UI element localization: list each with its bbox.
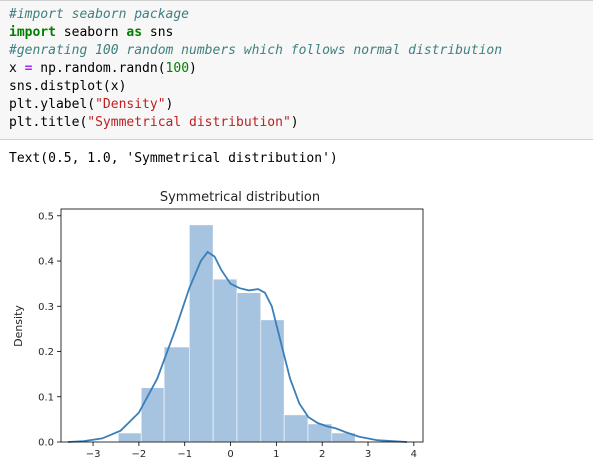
x-tick-label: −1 bbox=[177, 449, 192, 460]
code-token: "Density" bbox=[95, 97, 166, 112]
histogram-bars bbox=[117, 224, 356, 443]
x-tick-label: −2 bbox=[132, 449, 147, 460]
histogram-bar bbox=[236, 292, 262, 443]
code-token: = bbox=[24, 61, 33, 76]
code-token: ) bbox=[189, 61, 197, 76]
kde-line bbox=[67, 250, 408, 443]
histogram-bar bbox=[283, 414, 309, 443]
code-token: ) bbox=[165, 97, 174, 112]
histogram-bar bbox=[163, 346, 190, 443]
code-line: x = np.random.randn(100) bbox=[9, 60, 593, 78]
code-token: #genrating 100 random numbers which foll… bbox=[9, 43, 503, 58]
tick-labels: −3 −2 −1 0 1 2 3 4 0.0 0.1 0.2 0.3 0.4 0.5 bbox=[38, 211, 417, 460]
code-cell[interactable]: #import seaborn package import seaborn as… bbox=[0, 0, 593, 140]
code-token: plt.title( bbox=[9, 115, 88, 130]
y-tick-label: 0.1 bbox=[38, 392, 54, 403]
y-tick-label: 0.3 bbox=[38, 302, 54, 313]
code-token: sns.distplot(x) bbox=[9, 79, 127, 94]
histogram-bar bbox=[212, 278, 238, 443]
code-line: sns.distplot(x) bbox=[9, 78, 593, 96]
plot-frame bbox=[60, 208, 424, 443]
code-line: plt.ylabel("Density") bbox=[9, 96, 593, 114]
code-token: "Symmetrical distribution" bbox=[87, 115, 291, 130]
code-token: np.random.randn( bbox=[32, 61, 166, 76]
x-tick-label: 1 bbox=[273, 449, 279, 460]
x-tick-label: 3 bbox=[365, 449, 371, 460]
code-line: #import seaborn package bbox=[9, 6, 593, 24]
code-token: seaborn bbox=[55, 25, 127, 40]
code-token: ) bbox=[290, 115, 299, 130]
y-tick-label: 0.0 bbox=[38, 438, 54, 449]
code-line: plt.title("Symmetrical distribution") bbox=[9, 114, 593, 132]
y-tick-label: 0.4 bbox=[38, 257, 54, 268]
code-token: plt.ylabel( bbox=[9, 97, 96, 112]
y-tick-label: 0.5 bbox=[38, 211, 54, 222]
histogram-bar bbox=[189, 224, 214, 443]
axes bbox=[57, 208, 424, 446]
code-line: import seaborn as sns bbox=[9, 24, 593, 42]
histogram-bar bbox=[117, 432, 142, 443]
code-token: #import seaborn package bbox=[9, 7, 190, 22]
distribution-chart: Symmetrical distribution Density −3 −2 −1 0… bbox=[12, 190, 424, 460]
x-tick-label: 2 bbox=[319, 449, 325, 460]
code-token: x bbox=[9, 61, 25, 76]
histogram-bar bbox=[140, 387, 165, 443]
x-tick-label: 0 bbox=[227, 449, 233, 460]
code-token: sns bbox=[142, 25, 174, 40]
code-line: #genrating 100 random numbers which foll… bbox=[9, 42, 593, 60]
code-token: as bbox=[126, 25, 143, 40]
code-token: import bbox=[9, 25, 56, 40]
y-tick-label: 0.2 bbox=[38, 347, 54, 358]
x-tick-label: −3 bbox=[86, 449, 101, 460]
cell-output-text: Text(0.5, 1.0, 'Symmetrical distribution… bbox=[9, 151, 338, 166]
code-token: 100 bbox=[165, 61, 190, 76]
y-axis-label: Density bbox=[12, 305, 25, 347]
x-tick-label: 4 bbox=[411, 449, 417, 460]
chart-title: Symmetrical distribution bbox=[160, 190, 320, 205]
